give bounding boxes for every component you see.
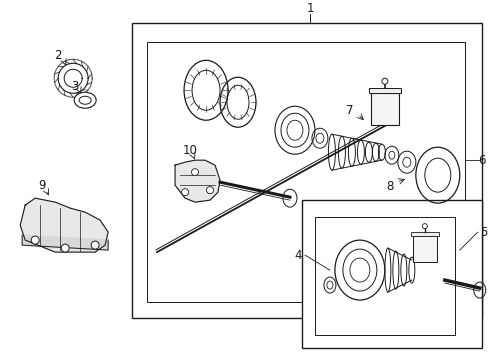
Text: 2: 2 (54, 49, 62, 62)
Bar (314, 217, 454, 335)
Polygon shape (175, 160, 220, 202)
Text: 5: 5 (479, 226, 487, 239)
Text: 10: 10 (182, 144, 197, 157)
Text: 3: 3 (71, 80, 79, 93)
Circle shape (422, 224, 427, 229)
Bar (368, 88, 400, 93)
Circle shape (31, 236, 39, 244)
Circle shape (191, 169, 198, 176)
Text: 4: 4 (294, 249, 301, 262)
Text: 7: 7 (346, 104, 353, 117)
Ellipse shape (79, 96, 91, 104)
Bar (412, 236, 436, 262)
Polygon shape (22, 235, 108, 250)
Circle shape (61, 244, 69, 252)
Circle shape (181, 189, 188, 195)
Text: 6: 6 (477, 154, 485, 167)
Circle shape (91, 241, 99, 249)
Polygon shape (20, 198, 108, 252)
Text: 8: 8 (386, 180, 393, 193)
Bar (370, 93, 398, 125)
Bar (410, 232, 438, 236)
Text: 1: 1 (305, 2, 313, 15)
Bar (147, 42, 464, 302)
Circle shape (206, 187, 213, 194)
Bar (132, 23, 481, 318)
Ellipse shape (74, 92, 96, 108)
Text: 9: 9 (39, 179, 46, 192)
Circle shape (381, 78, 387, 84)
Bar (301, 200, 481, 348)
